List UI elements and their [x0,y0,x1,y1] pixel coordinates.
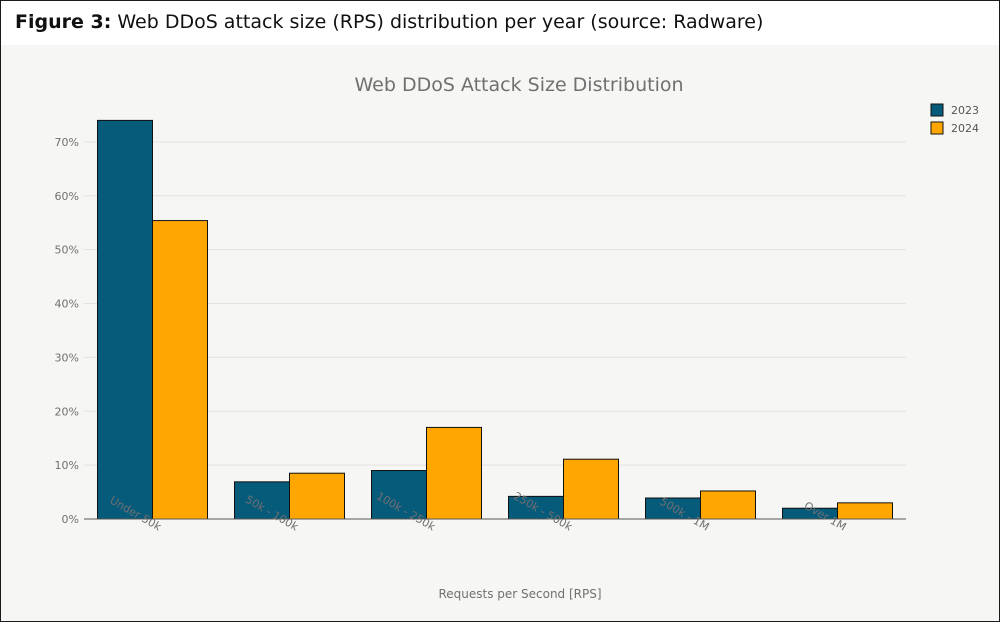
figure-caption: Web DDoS attack size (RPS) distribution … [117,11,764,33]
bar-chart: Web DDoS Attack Size Distribution 0% 10% 2… [55,74,979,601]
figure-title: Figure 3: Web DDoS attack size (RPS) dis… [15,11,763,33]
bar-2024 [289,472,345,520]
legend-swatch [930,121,944,135]
bar-2024 [700,490,756,520]
bars [97,119,893,520]
y-tick-label: 60% [55,190,79,203]
y-tick-label: 0% [62,513,79,526]
bar-2024 [837,502,893,520]
y-tick-label: 20% [55,405,79,418]
chart-title: Web DDoS Attack Size Distribution [354,74,683,96]
gridlines [84,141,906,466]
figure-label: Figure 3: [15,11,112,33]
bar-2023 [97,119,153,520]
legend-label: 2024 [951,122,979,135]
x-axis-title: Requests per Second [RPS] [438,587,601,601]
bar-2023 [371,470,427,520]
y-tick-label: 70% [55,136,79,149]
y-tick-label: 10% [55,459,79,472]
bar-2024 [563,458,619,520]
y-tick-label: 30% [55,351,79,364]
legend-swatch [930,103,944,117]
y-tick-label: 40% [55,298,79,311]
legend: 2023 2024 [930,103,979,135]
figure-header: Figure 3: Web DDoS attack size (RPS) dis… [1,1,999,45]
y-tick-label: 50% [55,244,79,257]
legend-label: 2023 [951,104,979,117]
y-axis-ticks: 0% 10% 20% 30% 40% 50% 60% 70% [55,136,79,526]
bar-2024 [152,220,208,520]
bar-2024 [426,426,482,520]
